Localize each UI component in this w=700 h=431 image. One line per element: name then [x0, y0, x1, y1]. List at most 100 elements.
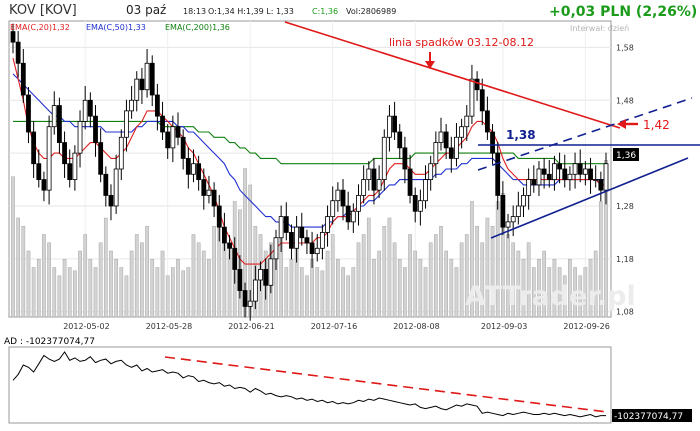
volume-bar	[366, 217, 371, 318]
volume-bar	[140, 242, 144, 318]
candle-body	[572, 163, 578, 175]
volume-bar	[454, 267, 459, 318]
candle-body	[598, 179, 604, 191]
candle-body	[536, 168, 542, 186]
volume-bar	[98, 242, 103, 318]
header-time: 18:13	[183, 7, 206, 16]
volume-bar	[413, 250, 418, 318]
candle-body	[515, 205, 521, 217]
ad-line	[12, 351, 606, 418]
volume-bar	[392, 242, 397, 318]
volume-bar	[423, 267, 428, 318]
candle-body	[118, 136, 124, 170]
candle-body	[448, 147, 454, 159]
price-change: +0,03 PLN (2,26%)	[549, 4, 697, 20]
volume-bar	[191, 234, 196, 318]
candle-body	[258, 269, 263, 281]
candle-body	[247, 300, 253, 307]
x-axis: 2012-05-02 2012-05-28 2012-06-21 2012-07-16…	[63, 322, 610, 331]
analysis-lines	[164, 21, 700, 413]
candle-body	[232, 247, 238, 270]
candle-body	[345, 205, 351, 223]
volume-bar	[83, 234, 88, 318]
candle-body	[57, 105, 62, 143]
ad-panel-frame	[8, 346, 612, 424]
candle-body	[237, 269, 243, 291]
volume-bar	[160, 250, 165, 318]
candle-body	[557, 163, 562, 170]
ema50-line	[12, 73, 606, 228]
candle-body	[412, 195, 418, 212]
candle-body	[154, 94, 160, 117]
level-138-label: 1,38	[506, 128, 536, 142]
candle-body	[428, 163, 434, 180]
candle-body	[577, 163, 583, 175]
volume-bar	[403, 267, 407, 318]
volume-bar	[361, 234, 366, 318]
candle-body	[170, 126, 176, 149]
level-142-label: 1,42	[643, 118, 670, 132]
candle-body	[242, 290, 248, 307]
candle-body	[593, 179, 599, 181]
interval-label: Interwał: dzień	[570, 24, 629, 33]
volume-bar	[114, 259, 118, 318]
candle-body	[526, 179, 532, 196]
candle-body	[108, 195, 114, 207]
legend-ema20: EMA(C,20)1,32	[10, 23, 70, 32]
y-axis: 1,581,481,381,281,181,08	[616, 43, 634, 316]
candle-body	[500, 195, 506, 228]
candle-body	[15, 41, 21, 64]
volume-bar	[351, 267, 356, 318]
candle-body	[474, 78, 480, 91]
volume-bar	[382, 226, 387, 318]
volume-bar	[103, 217, 108, 318]
candle-body	[479, 89, 485, 112]
candle-body	[397, 131, 403, 149]
volume-bar	[289, 259, 294, 318]
x-tick-label: 2012-05-28	[146, 322, 193, 331]
volume-bar	[196, 242, 201, 318]
candle-body	[124, 110, 129, 138]
candle-body	[603, 163, 609, 191]
candle-body	[505, 221, 511, 228]
candle-body	[273, 237, 279, 260]
legend-ema200: EMA(C,200)1,36	[165, 23, 230, 32]
volume-bar	[124, 275, 129, 318]
candle-body	[417, 200, 423, 212]
volume-bar	[526, 242, 531, 318]
candle-body	[541, 168, 547, 175]
volume-bar	[186, 267, 191, 318]
volume-bar	[346, 275, 351, 318]
volume-bar	[557, 267, 562, 318]
volume-bar	[583, 267, 588, 318]
candle-body	[423, 179, 428, 202]
volume-bar	[320, 270, 325, 318]
candle-body	[139, 78, 145, 91]
candle-body	[185, 158, 191, 175]
volume-bar	[418, 259, 423, 318]
candle-body	[51, 105, 57, 128]
price-badge-bg	[613, 148, 639, 161]
channel-lower-line	[490, 157, 689, 239]
x-tick-label: 2012-05-02	[63, 322, 109, 331]
candle-body	[567, 173, 573, 180]
candle-body	[82, 99, 88, 122]
legend-ema50: EMA(C,50)1,33	[86, 23, 146, 32]
candle-body	[433, 142, 439, 165]
candle-body	[387, 115, 392, 138]
candle-body	[552, 163, 557, 180]
volume-bar	[57, 275, 62, 318]
candle-body	[407, 168, 413, 196]
candle-body	[31, 131, 37, 165]
volume-bar	[73, 270, 77, 318]
volume-bars	[11, 160, 608, 318]
x-tick-label: 2012-09-03	[481, 322, 528, 331]
volume-bar	[145, 226, 149, 318]
candle-body	[103, 173, 109, 196]
candle-body	[371, 168, 377, 191]
volume-bar	[588, 259, 593, 318]
candle-body	[206, 189, 212, 196]
candle-body	[381, 136, 387, 180]
volume-bar	[408, 234, 412, 318]
candle-body	[165, 131, 171, 149]
